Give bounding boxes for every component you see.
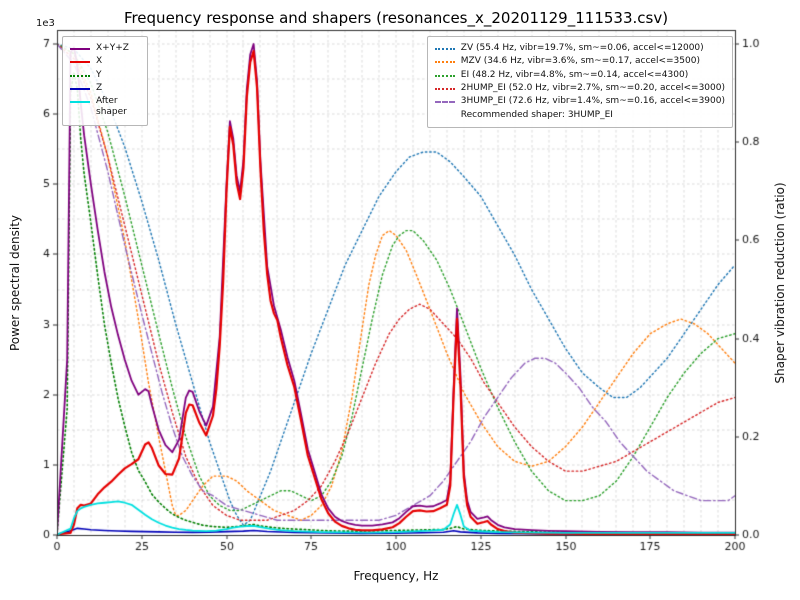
legend-entry-label: 3HUMP_EI (72.6 Hz, vibr=1.4%, sm~=0.16, … bbox=[460, 96, 725, 106]
legend-entry-label: After shaper bbox=[96, 96, 127, 118]
legend-line-swatch bbox=[70, 74, 90, 77]
legend-line-swatch bbox=[70, 48, 90, 50]
recommended-shaper-note: Recommended shaper: 3HUMP_EI bbox=[460, 110, 613, 121]
x-axis-label: Frequency, Hz bbox=[353, 569, 439, 583]
chart-title: Frequency response and shapers (resonanc… bbox=[123, 9, 669, 27]
legend-line-swatch bbox=[434, 74, 455, 77]
legend-line-swatch bbox=[434, 101, 455, 103]
legend-line-swatch bbox=[434, 87, 455, 90]
legend-entry: Z bbox=[70, 83, 140, 94]
y-axis-label-left: Power spectral density bbox=[8, 214, 22, 352]
legend-line-swatch bbox=[434, 61, 455, 64]
legend-entry-label: ZV (55.4 Hz, vibr=19.7%, sm~=0.06, accel… bbox=[460, 43, 704, 53]
legend-entry-label: Y bbox=[96, 69, 102, 80]
y-axis-label-right: Shaper vibration reduction (ratio) bbox=[773, 182, 787, 384]
legend-line-swatch bbox=[70, 87, 90, 90]
legend-psd: X+Y+Z X Y Z After shaper bbox=[62, 36, 148, 126]
legend-entry: 3HUMP_EI (72.6 Hz, vibr=1.4%, sm~=0.16, … bbox=[434, 96, 725, 107]
legend-entry: After shaper bbox=[70, 96, 140, 119]
legend-entry-label: MZV (34.6 Hz, vibr=3.6%, sm~=0.17, accel… bbox=[460, 56, 700, 67]
legend-entry: MZV (34.6 Hz, vibr=3.6%, sm~=0.17, accel… bbox=[434, 56, 725, 67]
legend-entry-label: 2HUMP_EI (52.0 Hz, vibr=2.7%, sm~=0.20, … bbox=[460, 82, 725, 93]
legend-entry: Y bbox=[70, 70, 140, 81]
legend-entry-label: EI (48.2 Hz, vibr=4.8%, sm~=0.14, accel<… bbox=[460, 69, 689, 80]
legend-shapers: ZV (55.4 Hz, vibr=19.7%, sm~=0.06, accel… bbox=[426, 36, 733, 128]
legend-line-swatch bbox=[70, 101, 90, 103]
legend-entry: 2HUMP_EI (52.0 Hz, vibr=2.7%, sm~=0.20, … bbox=[434, 82, 725, 94]
legend-entry: ZV (55.4 Hz, vibr=19.7%, sm~=0.06, accel… bbox=[434, 43, 725, 54]
legend-entry: EI (48.2 Hz, vibr=4.8%, sm~=0.14, accel<… bbox=[434, 69, 725, 81]
legend-line-swatch bbox=[70, 61, 90, 64]
legend-entry-label: X+Y+Z bbox=[96, 43, 129, 53]
legend-entry: X+Y+Z bbox=[70, 43, 140, 54]
legend-entry-label: Z bbox=[96, 82, 103, 93]
y-axis-offset-text: 1e3 bbox=[36, 18, 55, 29]
legend-entry-label: X bbox=[96, 56, 103, 67]
legend-line-swatch bbox=[434, 48, 455, 50]
legend-entry: X bbox=[70, 56, 140, 67]
